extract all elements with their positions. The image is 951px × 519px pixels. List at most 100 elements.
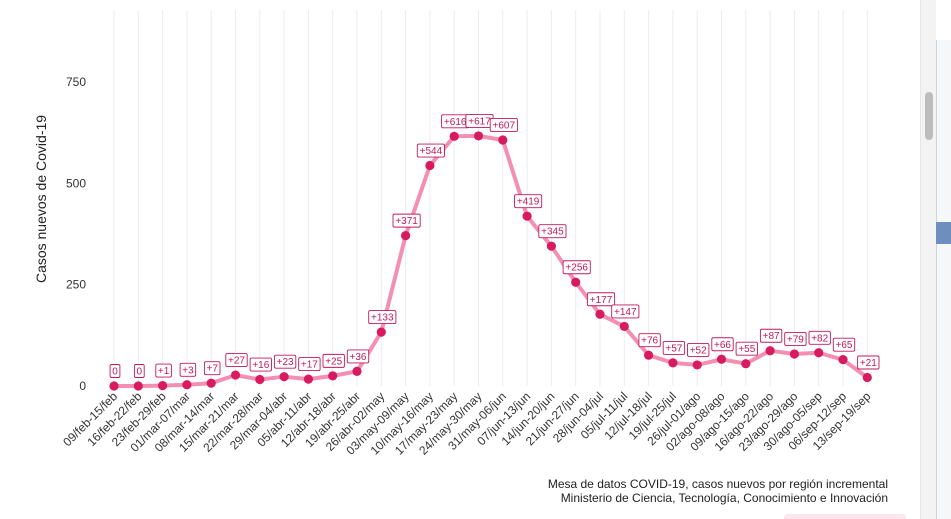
- data-label: +616: [441, 114, 470, 129]
- data-label: +57: [662, 340, 686, 355]
- data-label-text: +7: [206, 364, 218, 375]
- source-note: Mesa de datos COVID-19, casos nuevos por…: [548, 477, 888, 505]
- data-label: +617: [465, 113, 494, 128]
- data-label-text: +607: [493, 120, 516, 131]
- data-label-text: +345: [541, 227, 564, 238]
- data-label: +1: [155, 363, 172, 378]
- data-point[interactable]: [668, 358, 678, 368]
- data-label: 0: [133, 364, 145, 378]
- data-label: +25: [322, 353, 345, 368]
- data-label-text: +17: [301, 360, 318, 371]
- data-label: +52: [687, 342, 710, 357]
- data-point[interactable]: [716, 354, 727, 364]
- data-label-text: +371: [395, 216, 418, 227]
- y-tick-label: 500: [66, 176, 86, 190]
- data-point[interactable]: [644, 350, 654, 360]
- data-point[interactable]: [692, 360, 702, 370]
- data-label-text: +133: [371, 313, 394, 324]
- data-label-text: +66: [714, 340, 731, 351]
- x-axis-ticks: 09/feb-15/feb16/feb-22/feb23/feb-29/feb0…: [60, 389, 873, 458]
- data-label: +345: [538, 224, 567, 239]
- data-points: [109, 131, 872, 391]
- data-label-text: +27: [228, 356, 245, 367]
- data-point[interactable]: [425, 160, 435, 171]
- side-panel-marker: [936, 222, 951, 244]
- data-label-text: 0: [137, 367, 143, 378]
- y-tick-label: 0: [79, 379, 86, 393]
- data-point[interactable]: [376, 327, 386, 337]
- data-label: +17: [298, 357, 321, 372]
- data-point[interactable]: [279, 372, 289, 382]
- data-label-text: +82: [811, 333, 828, 344]
- data-label: +65: [832, 337, 856, 352]
- data-point[interactable]: [473, 131, 484, 141]
- data-label: +76: [638, 333, 661, 348]
- data-label: +256: [562, 260, 591, 275]
- data-point[interactable]: [401, 231, 411, 241]
- data-label: +27: [225, 353, 248, 368]
- data-point[interactable]: [206, 378, 216, 388]
- data-point[interactable]: [862, 372, 872, 383]
- data-point[interactable]: [133, 381, 143, 391]
- side-panel-header: [936, 0, 951, 40]
- data-point[interactable]: [741, 359, 751, 369]
- data-point[interactable]: [303, 374, 313, 384]
- data-label: +544: [416, 143, 445, 158]
- data-label-text: +87: [763, 331, 780, 342]
- data-point[interactable]: [522, 211, 532, 221]
- data-point[interactable]: [109, 381, 119, 391]
- data-point[interactable]: [546, 241, 557, 251]
- bottom-button[interactable]: [784, 514, 906, 519]
- data-label-text: +419: [517, 197, 540, 208]
- data-label: +7: [203, 361, 221, 376]
- scrollbar-thumb[interactable]: [925, 92, 933, 140]
- chart-grid: [113, 10, 868, 386]
- data-point[interactable]: [814, 348, 824, 358]
- data-label: +36: [346, 349, 370, 364]
- y-axis-label: Casos nuevos de Covid-19: [33, 115, 49, 283]
- y-tick-label: 250: [66, 278, 86, 292]
- data-label-text: +23: [277, 357, 294, 368]
- data-label: +87: [759, 328, 783, 343]
- vertical-scrollbar[interactable]: [920, 0, 937, 519]
- data-point[interactable]: [328, 371, 338, 381]
- data-label-text: +147: [614, 307, 637, 318]
- data-label-text: 0: [112, 367, 118, 378]
- data-label-text: +256: [565, 263, 588, 274]
- data-point[interactable]: [352, 366, 362, 377]
- data-label: +55: [735, 341, 758, 356]
- data-label-text: +617: [468, 116, 491, 127]
- data-point[interactable]: [449, 131, 459, 141]
- data-point[interactable]: [765, 346, 775, 356]
- source-line-1: Mesa de datos COVID-19, casos nuevos por…: [547, 477, 888, 491]
- data-label: +419: [514, 194, 543, 209]
- data-label: +21: [857, 355, 880, 370]
- source-line-2: Ministerio de Ciencia, Tecnología, Conoc…: [560, 491, 888, 505]
- data-label-text: +65: [836, 340, 853, 351]
- data-point[interactable]: [789, 349, 800, 359]
- data-label: +177: [586, 292, 616, 307]
- data-label: +371: [392, 213, 421, 228]
- data-label: +147: [611, 304, 640, 319]
- data-point[interactable]: [595, 309, 605, 319]
- data-label-text: +21: [860, 358, 877, 369]
- data-label-text: +544: [420, 146, 443, 157]
- data-labels: 0 0 +1 +3 +7 +27 +16 +23 +17 +25 +36 +133 +371 +544 +6…: [109, 113, 880, 378]
- data-label-text: +3: [182, 365, 194, 376]
- data-label: 0: [109, 364, 121, 378]
- data-point[interactable]: [571, 277, 581, 287]
- data-point[interactable]: [498, 135, 508, 145]
- data-point[interactable]: [230, 370, 241, 380]
- data-label-text: +25: [325, 356, 342, 367]
- data-label: +133: [368, 310, 397, 325]
- data-label-text: +1: [158, 366, 170, 377]
- data-point[interactable]: [255, 374, 265, 385]
- data-point[interactable]: [619, 321, 629, 332]
- data-point[interactable]: [838, 355, 848, 365]
- data-label-text: +616: [444, 117, 467, 128]
- data-label: +23: [273, 354, 297, 369]
- data-point[interactable]: [158, 380, 168, 391]
- data-label: +66: [711, 337, 734, 352]
- y-axis-ticks: 0 250 500 750: [66, 75, 86, 393]
- data-point[interactable]: [182, 380, 192, 390]
